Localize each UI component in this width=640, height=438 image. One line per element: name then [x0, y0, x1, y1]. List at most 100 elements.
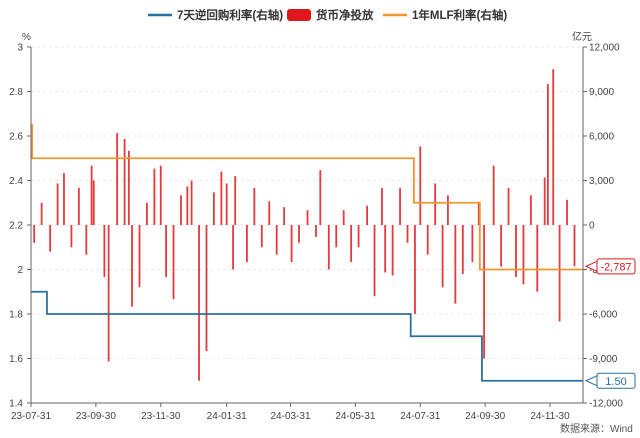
net-liquidity-bar [335, 225, 338, 248]
net-liquidity-bar [107, 225, 110, 362]
net-liquidity-bar [566, 199, 568, 225]
net-liquidity-bar [573, 225, 576, 267]
net-liquidity-bar [232, 225, 234, 270]
legend-label-1: 7天逆回购利率(右轴) [177, 8, 283, 22]
net-liquidity-bar [90, 165, 93, 225]
x-axis-tick-label: 23-07-31 [11, 411, 51, 422]
net-liquidity-bar [552, 69, 555, 225]
net-liquidity-bar [153, 168, 156, 225]
net-liquidity-bar [234, 176, 237, 225]
net-liquidity-bar [253, 187, 256, 225]
net-liquidity-bar [315, 225, 317, 237]
left-axis-tick-label: 1.8 [9, 310, 23, 321]
left-axis-tick-label: 2 [17, 265, 23, 276]
legend: 7天逆回购利率(右轴) 货币净投放 1年MLF利率(右轴) [148, 8, 507, 22]
net-liquidity-bar [319, 170, 322, 225]
data-source-label: 数据来源：Wind [560, 422, 633, 435]
x-axis-tick-label: 24-05-31 [335, 411, 375, 422]
left-axis-tick-label: 2.2 [9, 221, 23, 232]
net-liquidity-bar [123, 138, 126, 225]
net-liquidity-bar [492, 165, 495, 225]
repo-callout-pointer [584, 374, 598, 387]
net-liquidity-bar [33, 225, 36, 243]
net-liquidity-bar [186, 186, 189, 225]
net-liquidity-bar [529, 195, 532, 225]
right-axis-tick-label: -6,000 [589, 310, 618, 321]
net-liquidity-bar [522, 225, 525, 285]
net-liquidity-bar [260, 225, 263, 248]
net-liquidity-bar [290, 225, 293, 263]
x-axis-tick-label: 24-09-30 [465, 411, 505, 422]
net-liquidity-bar [461, 225, 464, 274]
net-liquidity-bar [146, 202, 148, 225]
net-liquidity-bar [434, 183, 437, 225]
left-axis-tick-label: 2.4 [9, 176, 23, 187]
net-liquidity-bar [225, 183, 228, 225]
left-axis-tick-label: 3 [17, 43, 23, 54]
net-liquidity-bar [327, 225, 330, 270]
net-liquidity-bar [56, 183, 59, 225]
rate-lines [31, 123, 583, 382]
net-liquidity-bar [275, 225, 278, 255]
net-liquidity-bar [172, 225, 175, 300]
legend-label-2: 货币净投放 [315, 8, 374, 22]
mlf-rate-line [31, 123, 583, 271]
reverse-repo-rate-line [31, 290, 583, 382]
right-axis-tick-label: -9,000 [589, 354, 618, 365]
legend-label-3: 1年MLF利率(右轴) [412, 8, 507, 22]
net-liquidity-bar [180, 195, 182, 225]
net-liquidity-bar [283, 207, 286, 225]
x-axis-tick-label: 23-11-30 [141, 411, 181, 422]
net-liquidity-bar [454, 225, 457, 304]
right-axis-tick-label: 0 [589, 221, 595, 232]
net-liquidity-bar [77, 187, 80, 225]
net-liquidity-bar [92, 180, 95, 225]
net-liquidity-bar [127, 150, 130, 225]
liquidity-callout-value: -2,787 [600, 261, 631, 273]
net-liquidity-bar [298, 225, 300, 243]
net-liquidity-bar [441, 225, 444, 288]
x-axis-tick-label: 24-11-30 [530, 411, 570, 422]
net-liquidity-bar [536, 225, 539, 292]
net-liquidity-bar [406, 225, 409, 243]
net-liquidity-bar [49, 225, 52, 252]
right-axis-tick-label: -12,000 [589, 399, 623, 410]
net-liquidity-bar [342, 210, 345, 225]
net-liquidity-bar [558, 225, 561, 322]
callouts: -2,787 1.50 [584, 258, 636, 389]
left-axis-tick-label: 2.6 [9, 132, 23, 143]
net-liquidity-bar [159, 165, 162, 225]
right-axis-tick-label: 12,000 [589, 43, 620, 54]
net-liquidity-bar [138, 225, 141, 288]
net-liquidity-bars [33, 69, 576, 381]
net-liquidity-bar [63, 173, 65, 225]
net-liquidity-bar [547, 84, 549, 225]
net-liquidity-bar [220, 171, 223, 225]
right-axis-tick-label: 6,000 [589, 132, 614, 143]
net-liquidity-bar [447, 195, 449, 225]
net-liquidity-bar [419, 146, 422, 225]
repo-callout-value: 1.50 [605, 376, 626, 388]
net-liquidity-bar [103, 225, 106, 277]
net-liquidity-bar [268, 201, 271, 225]
net-liquidity-bar [507, 187, 510, 225]
net-liquidity-bar [426, 225, 429, 255]
x-axis-tick-label: 23-09-30 [76, 411, 116, 422]
repo-callout-box [596, 372, 636, 389]
net-liquidity-bar [205, 225, 208, 352]
net-liquidity-bar [198, 225, 200, 381]
right-axis-unit: 亿元 [572, 30, 592, 43]
net-liquidity-bar [131, 225, 133, 307]
right-axis-tick-label: 9,000 [589, 87, 614, 98]
net-liquidity-bar [357, 225, 360, 248]
net-liquidity-bar [246, 225, 248, 263]
left-axis-tick-label: 1.4 [9, 399, 23, 410]
axes: 1.4 1.6 1.8 2 2.2 2.4 2.6 2.8 3 -12,000 -9,000 -6,0… [9, 43, 623, 423]
net-liquidity-bar [477, 202, 480, 225]
left-axis-tick-label: 1.6 [9, 354, 23, 365]
net-liquidity-bar [414, 225, 416, 314]
net-liquidity-bar [483, 225, 485, 359]
net-liquidity-bar [373, 225, 376, 297]
x-axis-tick-label: 24-07-31 [400, 411, 440, 422]
